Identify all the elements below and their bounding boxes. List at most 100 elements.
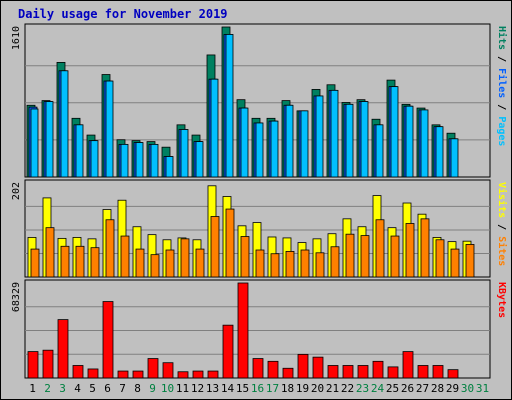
bar-pages-29 [450,138,459,178]
bar-kbytes-23 [357,365,369,379]
bar-kbytes-1 [27,351,39,379]
bar-sites-22 [345,233,355,278]
legend-visits: Visits / Sites [496,182,508,266]
legend-item-visits: Visits [496,182,508,218]
bar-pages-28 [435,126,444,178]
x-tick-label-2: 2 [44,382,51,395]
x-tick-label-23: 23 [356,382,369,395]
bar-kbytes-8 [132,370,144,379]
x-tick-label-8: 8 [134,382,141,395]
bar-kbytes-14 [222,324,234,379]
bar-pages-11 [180,129,189,178]
bar-kbytes-3 [57,319,69,379]
bar-sites-23 [360,235,370,278]
bar-sites-10 [165,249,175,278]
bar-kbytes-9 [147,358,159,379]
bar-kbytes-11 [177,371,189,379]
bar-sites-29 [450,248,460,278]
bar-sites-27 [420,218,430,278]
x-tick-label-11: 11 [176,382,189,395]
bar-sites-5 [90,247,100,278]
bar-kbytes-22 [342,365,354,379]
x-tick-label-25: 25 [386,382,399,395]
bar-sites-30 [465,244,475,278]
y-max-label-hits: 1610 [11,26,22,50]
bar-sites-8 [135,248,145,278]
x-tick-label-16: 16 [251,382,264,395]
bar-kbytes-16 [252,358,264,379]
x-tick-label-1: 1 [29,382,36,395]
x-tick-label-13: 13 [206,382,219,395]
bar-sites-14 [225,208,235,278]
x-tick-label-3: 3 [59,382,66,395]
bar-sites-15 [240,236,250,278]
bar-sites-7 [120,235,130,278]
legend-item-pages: Pages [496,116,507,146]
bar-sites-24 [375,219,385,278]
bar-sites-20 [315,252,325,278]
legend-hits: Hits / Files / Pages [496,26,508,146]
x-tick-label-31: 31 [476,382,489,395]
x-tick-label-30: 30 [461,382,474,395]
bar-pages-4 [75,124,84,178]
bar-kbytes-24 [372,360,384,379]
bar-pages-27 [420,109,429,178]
bar-pages-23 [360,101,369,178]
bar-pages-24 [375,124,384,178]
bar-pages-5 [90,140,99,178]
y-max-label-kbytes: 68329 [11,282,22,312]
bar-kbytes-26 [402,351,414,379]
bar-pages-15 [240,107,249,178]
bar-sites-17 [270,253,280,278]
x-tick-label-19: 19 [296,382,309,395]
bar-sites-28 [435,239,445,278]
legend-kbytes: KBytes [496,282,507,318]
bar-kbytes-6 [102,301,114,379]
x-tick-label-4: 4 [74,382,81,395]
bar-kbytes-13 [207,370,219,379]
bar-kbytes-5 [87,368,99,379]
bar-pages-3 [60,70,69,178]
bar-kbytes-10 [162,362,174,379]
bar-kbytes-17 [267,360,279,379]
bar-sites-2 [45,227,55,278]
bar-sites-4 [75,245,85,278]
x-tick-label-22: 22 [341,382,354,395]
bar-pages-21 [330,89,339,178]
x-tick-label-17: 17 [266,382,279,395]
bar-pages-19 [300,110,309,178]
bar-kbytes-2 [42,349,54,379]
x-tick-label-6: 6 [104,382,111,395]
chart-title: Daily usage for November 2019 [18,7,228,21]
bar-pages-22 [345,103,354,178]
bar-kbytes-21 [327,365,339,379]
legend-item-files: Files [496,68,508,98]
bar-sites-25 [390,235,400,278]
bar-sites-13 [210,216,220,278]
x-tick-label-15: 15 [236,382,249,395]
x-tick-label-28: 28 [431,382,444,395]
x-tick-label-12: 12 [191,382,204,395]
x-tick-label-9: 9 [149,382,156,395]
x-tick-label-21: 21 [326,382,339,395]
bar-kbytes-4 [72,365,84,379]
bar-pages-17 [270,120,279,178]
bar-sites-11 [180,238,190,278]
legend-item-kbytes: KBytes [496,282,507,318]
bar-sites-3 [60,245,70,278]
bar-sites-19 [300,249,310,278]
x-tick-label-18: 18 [281,382,294,395]
bar-pages-1 [30,108,39,178]
bar-pages-2 [45,101,54,178]
bar-pages-12 [195,141,204,178]
x-tick-label-29: 29 [446,382,459,395]
bar-pages-6 [105,80,114,178]
x-tick-label-5: 5 [89,382,96,395]
bar-pages-9 [150,143,159,178]
bar-sites-26 [405,223,415,278]
bar-pages-16 [255,122,264,178]
bar-kbytes-28 [432,365,444,379]
bar-kbytes-18 [282,367,294,379]
bar-kbytes-15 [237,282,249,379]
legend-item-sites: Sites [496,236,508,266]
